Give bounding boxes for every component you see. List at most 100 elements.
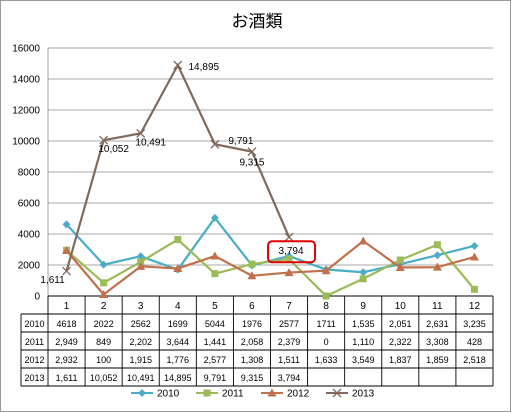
legend-item: 2013 <box>326 389 375 400</box>
table-cell: 2,949 <box>55 337 78 347</box>
data-point <box>174 236 182 244</box>
data-point <box>358 236 368 245</box>
data-point <box>359 275 367 283</box>
data-label: 10,491 <box>135 137 166 148</box>
data-point <box>247 271 257 280</box>
x-tick-label: 8 <box>323 301 329 312</box>
table-cell: 5044 <box>205 319 225 329</box>
data-point <box>359 268 368 277</box>
table-cell: 2,202 <box>129 337 152 347</box>
data-point <box>136 252 145 261</box>
y-tick-label: 14000 <box>12 75 40 86</box>
data-point <box>433 251 442 260</box>
x-tick-label: 12 <box>469 301 481 312</box>
data-point <box>99 135 109 145</box>
table-cell: 1,915 <box>129 355 152 365</box>
table-cell: 2022 <box>94 319 114 329</box>
table-cell: 1,110 <box>352 337 374 347</box>
data-point <box>62 246 72 255</box>
data-point <box>247 147 257 157</box>
data-point <box>62 266 72 276</box>
x-tick-label: 6 <box>249 301 255 312</box>
x-tick-label: 11 <box>432 301 443 312</box>
chart-title: お酒類 <box>232 12 283 31</box>
series-line <box>65 239 475 296</box>
y-tick-label: 12000 <box>12 106 40 117</box>
legend: 2010 2011 2012 2013 <box>131 388 375 400</box>
data-point <box>99 260 108 269</box>
table-cell: 1,633 <box>315 355 338 365</box>
data-label: 9,791 <box>228 136 253 147</box>
table-cell: 14,895 <box>164 373 192 383</box>
data-point <box>99 289 109 298</box>
table-cell: 2577 <box>279 319 299 329</box>
table-cell: 2562 <box>131 319 151 329</box>
table-cell: 1699 <box>168 319 188 329</box>
table-cell: 3,235 <box>463 319 486 329</box>
table-cell: 3,794 <box>278 373 301 383</box>
x-tick-label: 10 <box>395 301 407 312</box>
series-2012 <box>62 236 479 298</box>
table-cell: 2,932 <box>55 355 78 365</box>
y-tick-label: 4000 <box>18 230 41 241</box>
data-point <box>100 279 108 287</box>
table-cell: 10,491 <box>127 373 155 383</box>
table-cell: 1,535 <box>352 319 375 329</box>
legend-item: 2012 <box>261 388 310 400</box>
table-row-header: 2010 <box>24 319 44 329</box>
series-line <box>65 215 475 274</box>
data-point <box>470 241 479 250</box>
x-tick-label: 2 <box>101 301 107 312</box>
data-point <box>396 256 404 264</box>
gridlines <box>47 47 493 296</box>
y-tick-label: 6000 <box>18 199 41 210</box>
data-point <box>211 270 219 278</box>
data-point <box>210 139 220 149</box>
data-label: 9,315 <box>239 158 264 169</box>
data-label: 14,895 <box>188 62 219 73</box>
table-row-header: 2012 <box>24 355 44 365</box>
table-cell: 9,791 <box>204 373 227 383</box>
series-2013 <box>62 60 294 276</box>
data-label: 3,794 <box>279 246 304 257</box>
table-cell: 428 <box>467 337 482 347</box>
table-cell: 1,837 <box>389 355 412 365</box>
table-cell: 1,511 <box>278 355 300 365</box>
x-tick-label: 5 <box>212 301 218 312</box>
data-point <box>432 262 442 271</box>
table-cell: 1,859 <box>426 355 449 365</box>
data-point <box>138 389 146 397</box>
legend-label: 2010 <box>157 389 180 400</box>
highlight-box <box>267 240 317 264</box>
data-point <box>321 266 331 275</box>
data-label: 10,052 <box>98 144 129 155</box>
table-cell: 1,611 <box>56 373 78 383</box>
table-row-header: 2011 <box>25 337 44 347</box>
legend-label: 2013 <box>352 389 375 400</box>
x-tick-label: 7 <box>286 301 292 312</box>
table-cell: 1976 <box>242 319 262 329</box>
y-tick-label: 10000 <box>12 137 40 148</box>
data-point <box>433 241 441 249</box>
data-point <box>210 213 219 222</box>
x-tick-label: 4 <box>175 301 181 312</box>
data-point <box>284 232 294 242</box>
table-cell: 2,058 <box>241 337 264 347</box>
table-cell: 1,441 <box>204 337 227 347</box>
table-cell: 2,379 <box>278 337 301 347</box>
y-tick-label: 8000 <box>18 168 41 179</box>
table-cell: 2,518 <box>463 355 486 365</box>
data-point <box>173 263 183 272</box>
table-cell: 1711 <box>316 319 335 329</box>
table-cell: 2,051 <box>389 319 412 329</box>
table-row-header: 2013 <box>24 373 44 383</box>
data-point <box>173 60 183 70</box>
data-point <box>210 251 220 260</box>
data-point <box>136 261 146 270</box>
table-cell: 4618 <box>57 319 77 329</box>
table-cell: 10,052 <box>90 373 118 383</box>
data-point <box>285 255 293 263</box>
x-tick-label: 1 <box>64 301 70 312</box>
